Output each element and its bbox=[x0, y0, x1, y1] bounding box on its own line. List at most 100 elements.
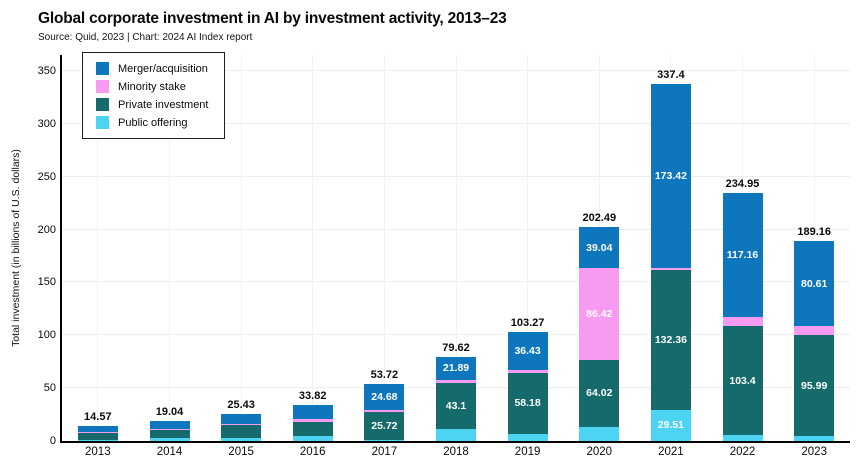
bar-total-label: 25.43 bbox=[227, 399, 255, 412]
bar-total-label: 14.57 bbox=[84, 410, 112, 423]
segment-value-label: 29.51 bbox=[657, 419, 685, 432]
gridline-vertical bbox=[97, 55, 99, 441]
bar-segment-minority-stake bbox=[722, 316, 763, 326]
bar-segment-merger-acquisition bbox=[292, 405, 333, 420]
y-tick-label: 350 bbox=[37, 65, 56, 77]
bar-segment-public-offering bbox=[77, 440, 118, 441]
segment-value-label: 24.68 bbox=[371, 391, 398, 404]
bar-total-label: 33.82 bbox=[298, 390, 327, 403]
bar-segment-private-investment: 132.36 bbox=[650, 269, 691, 410]
x-tick-label: 2013 bbox=[85, 446, 111, 458]
segment-value-label: 173.42 bbox=[654, 169, 687, 182]
bar-segment-private-investment bbox=[221, 425, 262, 439]
bar-segment-public-offering bbox=[149, 438, 190, 441]
bar-segment-merger-acquisition: 80.61 bbox=[794, 241, 835, 327]
segment-value-label: 25.72 bbox=[371, 419, 398, 432]
bar-segment-minority-stake bbox=[221, 424, 262, 426]
gridline-vertical bbox=[383, 55, 385, 441]
bar-segment-merger-acquisition bbox=[149, 420, 190, 430]
bar-segment-private-investment bbox=[292, 421, 333, 437]
bar-segment-merger-acquisition bbox=[221, 414, 262, 425]
segment-value-label: 132.36 bbox=[654, 333, 687, 346]
y-tick-label: 250 bbox=[37, 170, 56, 183]
bar-segment-private-investment: 64.02 bbox=[579, 359, 620, 428]
legend-swatch-minority-stake bbox=[96, 80, 109, 93]
x-tick-label: 2016 bbox=[299, 446, 326, 458]
x-tick-label: 2020 bbox=[586, 446, 613, 458]
bar-segment-public-offering bbox=[292, 436, 333, 441]
bar-segment-minority-stake bbox=[149, 429, 190, 431]
x-tick-label: 2022 bbox=[729, 446, 756, 458]
gridline-vertical bbox=[455, 55, 457, 441]
bar-total-label: 19.04 bbox=[155, 405, 184, 418]
segment-value-label: 43.1 bbox=[445, 399, 467, 412]
x-tick-label: 2023 bbox=[801, 446, 827, 458]
bar-segment-merger-acquisition: 21.89 bbox=[436, 356, 476, 380]
y-axis-tick-labels: 0 50 100 150 200 250 300 350 bbox=[20, 55, 56, 447]
segment-value-label: 117.16 bbox=[726, 248, 759, 261]
x-tick-label: 2015 bbox=[228, 446, 254, 458]
legend-item: Private investment bbox=[96, 98, 208, 111]
bar-segment-public-offering bbox=[794, 436, 835, 441]
bar-total-label: 189.16 bbox=[797, 226, 832, 238]
segment-value-label: 86.42 bbox=[586, 307, 613, 320]
legend-label: Public offering bbox=[118, 116, 188, 129]
x-tick-label: 2018 bbox=[443, 446, 469, 458]
bar-total-label: 234.95 bbox=[725, 177, 760, 190]
bar-segment-merger-acquisition bbox=[77, 425, 118, 432]
bar-segment-minority-stake bbox=[77, 431, 118, 433]
x-tick-label: 2014 bbox=[156, 446, 183, 458]
bar-segment-public-offering bbox=[722, 435, 763, 441]
x-tick-label: 2021 bbox=[658, 446, 684, 458]
y-tick-label: 300 bbox=[37, 117, 56, 130]
chart-source-note: Source: Quid, 2023 | Chart: 2024 AI Inde… bbox=[38, 32, 253, 43]
gridline-vertical bbox=[312, 55, 314, 441]
legend-swatch-merger-acquisition bbox=[96, 62, 109, 75]
bar-total-label: 53.72 bbox=[370, 369, 399, 382]
chart-title: Global corporate investment in AI by inv… bbox=[38, 10, 507, 27]
legend-label: Merger/acquisition bbox=[118, 62, 208, 75]
bar-segment-minority-stake bbox=[364, 410, 405, 413]
plot-area: 14.57 2013 19.04 2014 25.43 2015 33.82 2016 25.7… bbox=[60, 55, 850, 458]
legend-item: Merger/acquisition bbox=[96, 62, 208, 75]
legend-label: Private investment bbox=[118, 98, 209, 111]
legend-item: Public offering bbox=[96, 116, 208, 129]
bar-total-label: 79.62 bbox=[442, 341, 470, 354]
legend-swatch-public-offering bbox=[96, 116, 109, 129]
x-tick-label: 2019 bbox=[514, 446, 541, 458]
x-tick-label: 2017 bbox=[371, 446, 398, 458]
bar-segment-private-investment bbox=[77, 433, 118, 441]
bar-segment-minority-stake bbox=[507, 370, 548, 373]
legend-swatch-private-investment bbox=[96, 98, 109, 111]
segment-value-label: 21.89 bbox=[442, 362, 470, 375]
bar-segment-merger-acquisition: 173.42 bbox=[650, 84, 691, 268]
bar-segment-public-offering bbox=[221, 438, 262, 441]
gridline-vertical bbox=[240, 55, 242, 441]
bar-segment-private-investment: 25.72 bbox=[364, 412, 405, 440]
bar-total-label: 202.49 bbox=[582, 211, 617, 224]
legend-item: Minority stake bbox=[96, 80, 208, 93]
bar-segment-minority-stake: 86.42 bbox=[579, 268, 620, 360]
bar-segment-merger-acquisition: 39.04 bbox=[579, 226, 620, 269]
segment-value-label: 36.43 bbox=[514, 345, 541, 358]
bar-segment-merger-acquisition: 117.16 bbox=[722, 192, 763, 317]
y-tick-label: 200 bbox=[37, 223, 56, 236]
bar-segment-private-investment bbox=[149, 430, 190, 439]
bar-segment-public-offering bbox=[364, 439, 405, 441]
y-tick-label: 0 bbox=[49, 435, 56, 447]
bar-segment-minority-stake bbox=[650, 267, 691, 270]
segment-value-label: 39.04 bbox=[586, 241, 613, 254]
bar-segment-private-investment: 58.18 bbox=[507, 372, 548, 434]
bar-segment-private-investment: 43.1 bbox=[436, 383, 476, 429]
y-tick-label: 150 bbox=[37, 276, 56, 289]
bar-segment-public-offering bbox=[579, 427, 620, 441]
segment-value-label: 103.4 bbox=[729, 374, 756, 387]
segment-value-label: 64.02 bbox=[586, 387, 613, 400]
bar-segment-public-offering bbox=[507, 434, 548, 441]
bar-segment-private-investment: 95.99 bbox=[794, 334, 835, 437]
segment-value-label: 80.61 bbox=[801, 277, 828, 290]
bar-segment-private-investment: 103.4 bbox=[722, 325, 763, 436]
bar-total-label: 337.4 bbox=[657, 69, 685, 82]
gridline-vertical bbox=[169, 55, 170, 441]
gridline-vertical bbox=[527, 55, 529, 441]
